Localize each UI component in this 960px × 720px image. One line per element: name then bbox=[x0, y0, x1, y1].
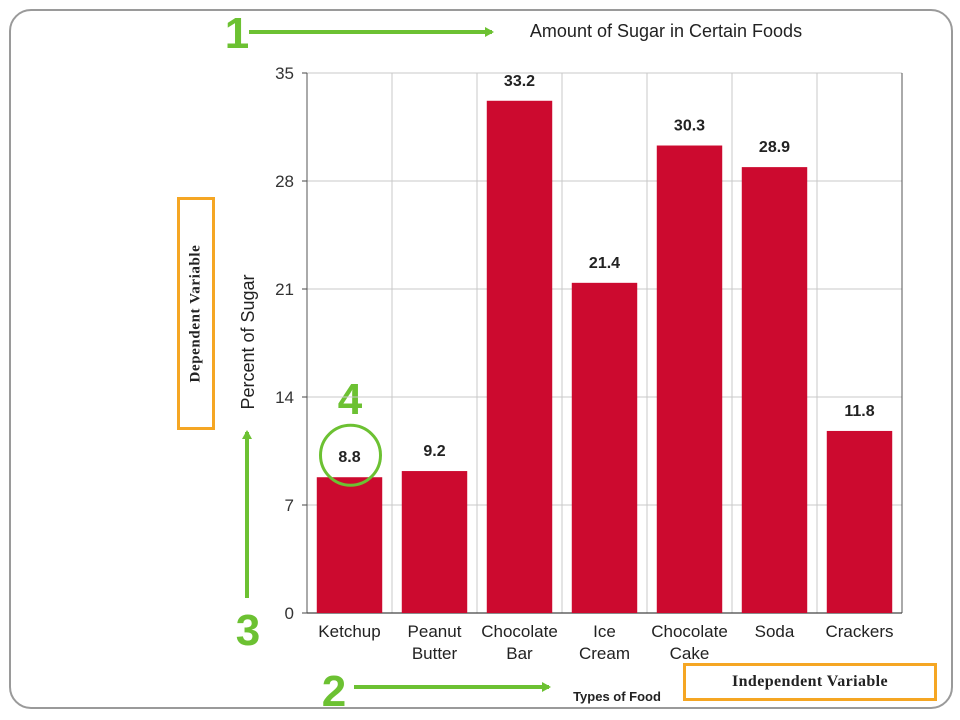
category-label: Soda bbox=[755, 622, 795, 641]
category-label: Ice Cream bbox=[579, 622, 630, 663]
bar bbox=[826, 430, 893, 613]
bar bbox=[656, 145, 723, 613]
data-label: 28.9 bbox=[759, 139, 790, 156]
plot-area: 0 7 14 21 28 35 8.8 Ketchup 9.2 Peanut Butter 33.2 C… bbox=[275, 64, 903, 663]
bar bbox=[316, 477, 383, 613]
category-label: Peanut Butter bbox=[408, 622, 462, 663]
data-label: 8.8 bbox=[338, 449, 360, 466]
independent-variable-box: Independent Variable bbox=[683, 663, 937, 701]
category-label-line: Butter bbox=[412, 644, 458, 663]
y-tick-label: 28 bbox=[275, 172, 294, 191]
category-label-line: Peanut bbox=[408, 622, 462, 641]
bar bbox=[741, 167, 808, 613]
bar bbox=[401, 471, 468, 613]
annotation-number-1: 1 bbox=[225, 9, 249, 58]
data-label: 30.3 bbox=[674, 118, 705, 135]
bar bbox=[571, 282, 638, 613]
category-label-line: Cake bbox=[670, 644, 710, 663]
y-tick-label: 14 bbox=[275, 388, 294, 407]
bar bbox=[486, 100, 553, 614]
y-tick-label: 0 bbox=[285, 604, 294, 623]
dependent-variable-box: Dependent Variable bbox=[177, 197, 215, 430]
category-label-line: Cream bbox=[579, 644, 630, 663]
y-tick-label: 7 bbox=[285, 496, 294, 515]
y-tick-label: 35 bbox=[275, 64, 294, 83]
highlight-circle bbox=[319, 423, 382, 487]
y-axis-label: Percent of Sugar bbox=[238, 274, 258, 409]
annotation-number-4: 4 bbox=[338, 375, 363, 424]
chart-title: Amount of Sugar in Certain Foods bbox=[530, 21, 802, 41]
category-label: Ketchup bbox=[318, 622, 380, 641]
annotation-number-3: 3 bbox=[236, 606, 260, 655]
dependent-variable-label: Dependent Variable bbox=[187, 244, 204, 383]
category-label-line: Bar bbox=[506, 644, 533, 663]
data-label: 21.4 bbox=[589, 255, 620, 272]
category-label-line: Chocolate bbox=[651, 622, 728, 641]
category-label-line: Soda bbox=[755, 622, 795, 641]
data-label: 9.2 bbox=[423, 443, 445, 460]
category-label-line: Chocolate bbox=[481, 622, 558, 641]
category-label-line: Ketchup bbox=[318, 622, 380, 641]
category-label: Crackers bbox=[825, 622, 893, 641]
category-label: Chocolate Bar bbox=[481, 622, 558, 663]
category-label: Chocolate Cake bbox=[651, 622, 728, 663]
data-label: 11.8 bbox=[844, 403, 874, 420]
category-label-line: Ice bbox=[593, 622, 616, 641]
annotation-number-2: 2 bbox=[322, 667, 346, 716]
x-axis-label: Types of Food bbox=[573, 689, 661, 704]
y-tick-label: 21 bbox=[275, 280, 294, 299]
category-label-line: Crackers bbox=[825, 622, 893, 641]
data-label: 33.2 bbox=[504, 73, 535, 90]
